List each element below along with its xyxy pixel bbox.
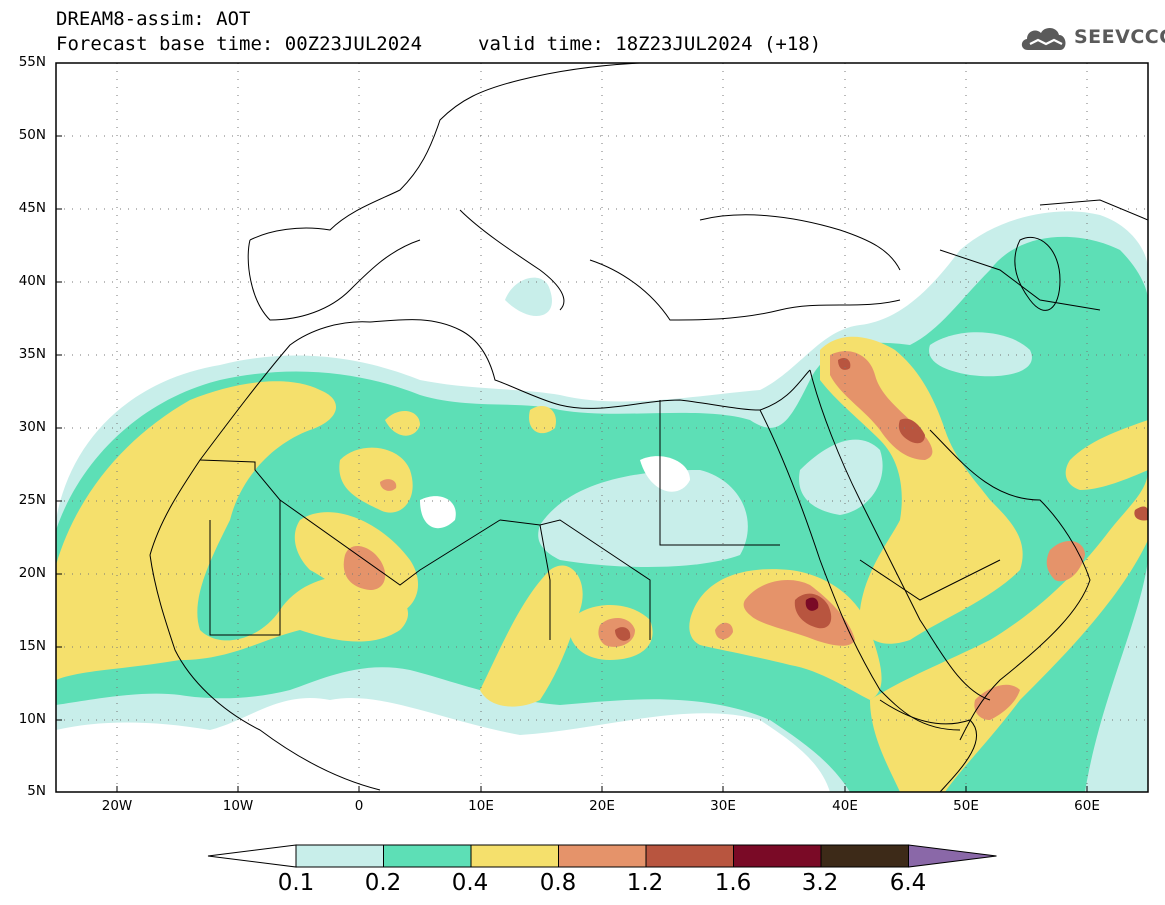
logo-text: SEEVCCC — [1074, 26, 1165, 48]
axis-ticks — [56, 62, 1088, 792]
lat-label-50n: 50N — [18, 127, 46, 143]
lon-label-60e: 60E — [1074, 798, 1100, 814]
forecast-base-time: Forecast base time: 00Z23JUL2024 — [56, 33, 423, 55]
seevccc-logo: SEEVCCC — [1018, 22, 1165, 56]
lat-label-15n: 15N — [18, 638, 46, 654]
lon-label-50e: 50E — [953, 798, 979, 814]
lat-label-10n: 10N — [18, 711, 46, 727]
lon-label-40e: 40E — [832, 798, 858, 814]
lon-label-30e: 30E — [710, 798, 736, 814]
lat-label-25n: 25N — [18, 492, 46, 508]
aot-contour-0.4 — [56, 381, 409, 680]
aot-contour-1.6 — [805, 597, 819, 611]
lat-label-55n: 55N — [18, 54, 46, 70]
lon-label-20e: 20E — [589, 798, 615, 814]
colorbar-label-6.4: 6.4 — [889, 870, 927, 896]
lat-label-30n: 30N — [18, 419, 46, 435]
lon-label-10w: 10W — [222, 798, 254, 814]
lat-label-5n: 5N — [27, 783, 46, 799]
colorbar-label-1.2: 1.2 — [626, 870, 664, 896]
map-title: DREAM8-assim: AOT — [56, 8, 251, 30]
colorbar-label-0.1: 0.1 — [277, 870, 315, 896]
aot-contour-1.2 — [794, 593, 832, 629]
colorbar-label-0.8: 0.8 — [539, 870, 577, 896]
colorbar-label-1.6: 1.6 — [714, 870, 752, 896]
colorbar-label-0.4: 0.4 — [451, 870, 489, 896]
colorbar-label-3.2: 3.2 — [801, 870, 839, 896]
cloud-icon — [1021, 27, 1066, 50]
lat-label-20n: 20N — [18, 565, 46, 581]
lat-label-45n: 45N — [18, 200, 46, 216]
lon-label-10e: 10E — [468, 798, 494, 814]
coastlines — [149, 63, 1148, 792]
lon-label-0: 0 — [354, 798, 364, 814]
colorbar-label-0.2: 0.2 — [364, 870, 402, 896]
lon-label-20w: 20W — [101, 798, 133, 814]
lat-label-35n: 35N — [18, 346, 46, 362]
valid-time: valid time: 18Z23JUL2024 (+18) — [478, 33, 822, 55]
lat-label-40n: 40N — [18, 273, 46, 289]
